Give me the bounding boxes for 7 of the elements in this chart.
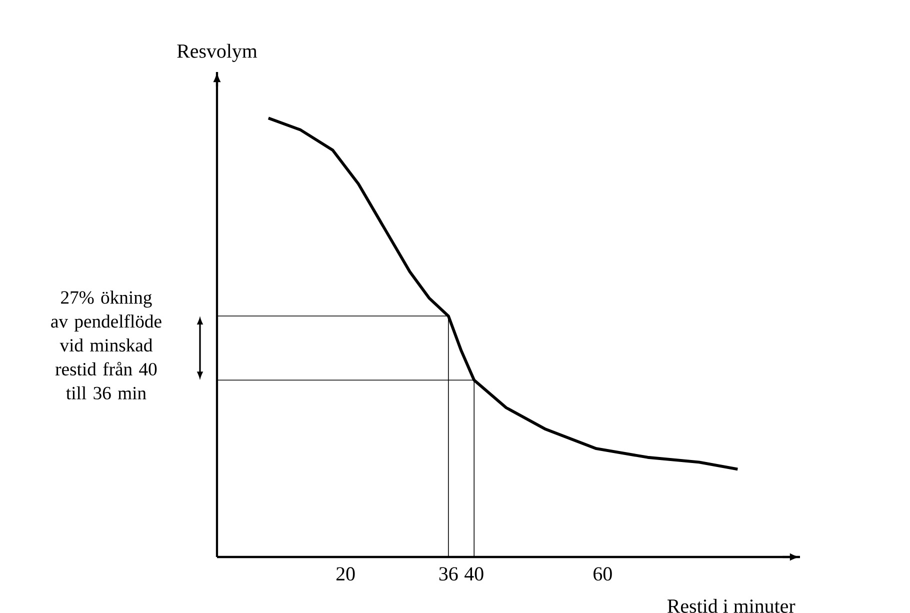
x-tick-label: 60 xyxy=(594,567,612,581)
y-axis-title: Resvolym xyxy=(177,44,258,62)
text: 27% ökning av pendelflöde vid minskad restid från 40 till 36 min xyxy=(51,290,162,400)
x-tick-label: 40 xyxy=(464,567,484,581)
x-tick-label: 20 xyxy=(336,567,355,581)
x-axis-title: Restid i minuter xyxy=(667,598,796,613)
x-tick-label: 36 xyxy=(439,567,458,581)
